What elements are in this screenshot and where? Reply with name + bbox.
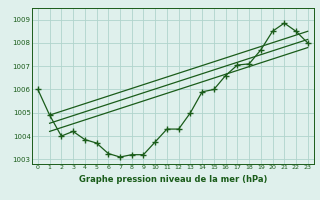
X-axis label: Graphe pression niveau de la mer (hPa): Graphe pression niveau de la mer (hPa) — [79, 175, 267, 184]
